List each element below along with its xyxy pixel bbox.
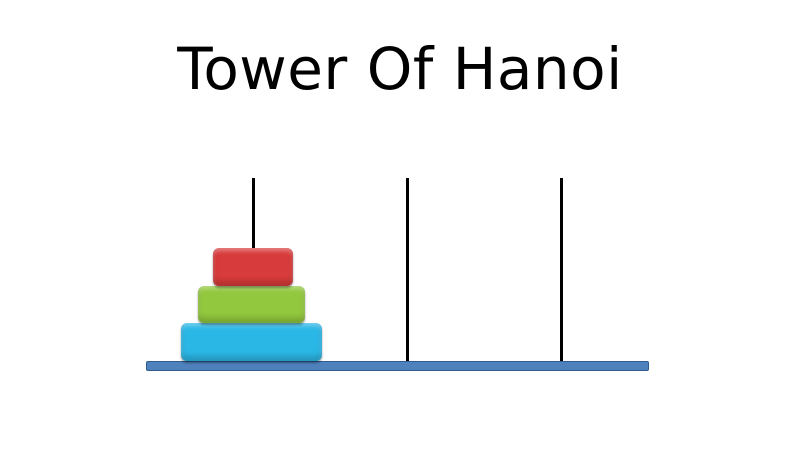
peg-right[interactable] [560,178,563,363]
tower-base [146,361,649,371]
disk-medium[interactable] [198,286,305,323]
disk-small[interactable] [213,248,293,286]
game-title: Tower Of Hanoi [177,35,623,103]
disk-large[interactable] [181,323,322,361]
peg-middle[interactable] [406,178,409,363]
